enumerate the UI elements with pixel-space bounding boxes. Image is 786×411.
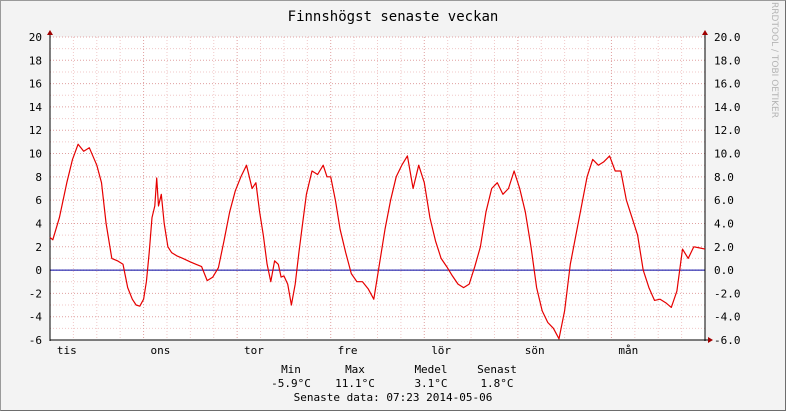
legend-header: Max (345, 363, 365, 376)
x-tick-label: lör (431, 344, 451, 357)
x-tick-label: sön (525, 344, 545, 357)
y-tick-label-left: 20 (29, 31, 42, 44)
y-tick-label-left: 14 (29, 101, 43, 114)
x-tick-label: tor (244, 344, 264, 357)
y-tick-label-left: 12 (29, 124, 42, 137)
legend-value: 1.8°C (480, 377, 513, 390)
legend-header: Medel (414, 363, 447, 376)
y-tick-label-left: 10 (29, 148, 42, 161)
y-tick-label-left: 4 (35, 217, 42, 230)
y-tick-label-right: -4.0 (714, 311, 741, 324)
y-tick-label-right: 0.0 (714, 264, 734, 277)
legend-value: 11.1°C (335, 377, 375, 390)
y-tick-label-left: 18 (29, 54, 42, 67)
y-tick-label-left: -4 (29, 311, 43, 324)
x-axis-arrow (708, 337, 713, 343)
y-axis-arrow-right (702, 30, 708, 35)
y-tick-label-right: 10.0 (714, 148, 741, 161)
x-tick-label: fre (338, 344, 358, 357)
y-tick-label-right: 16.0 (714, 78, 741, 91)
last-updated-text: Senaste data: 07:23 2014-05-06 (294, 391, 493, 404)
y-tick-label-left: 0 (35, 264, 42, 277)
x-tick-label: ons (150, 344, 170, 357)
y-tick-label-right: 2.0 (714, 241, 734, 254)
y-tick-label-left: 2 (35, 241, 42, 254)
y-tick-label-right: 12.0 (714, 124, 741, 137)
x-tick-label: tis (57, 344, 77, 357)
legend-header: Min (281, 363, 301, 376)
y-tick-label-right: 8.0 (714, 171, 734, 184)
temperature-series-line (49, 143, 706, 340)
chart-title: Finnshögst senaste veckan (288, 9, 499, 25)
y-tick-label-right: 6.0 (714, 194, 734, 207)
y-tick-label-left: 8 (35, 171, 42, 184)
y-tick-label-right: 4.0 (714, 217, 734, 230)
y-tick-label-left: 16 (29, 78, 42, 91)
y-tick-label-right: 20.0 (714, 31, 741, 44)
legend-value: -5.9°C (271, 377, 311, 390)
legend-value: 3.1°C (414, 377, 447, 390)
y-tick-label-left: -2 (29, 287, 42, 300)
y-tick-label-right: -6.0 (714, 334, 741, 347)
y-tick-label-right: 18.0 (714, 54, 741, 67)
x-tick-label: mån (618, 344, 638, 357)
legend-header: Senast (477, 363, 517, 376)
y-tick-label-left: 6 (35, 194, 42, 207)
watermark: RRDTOOL / TOBI OETIKER (769, 2, 779, 118)
y-axis-arrow-left (47, 30, 53, 35)
y-tick-label-left: -6 (29, 334, 42, 347)
y-tick-label-right: -2.0 (714, 287, 741, 300)
y-tick-label-right: 14.0 (714, 101, 741, 114)
